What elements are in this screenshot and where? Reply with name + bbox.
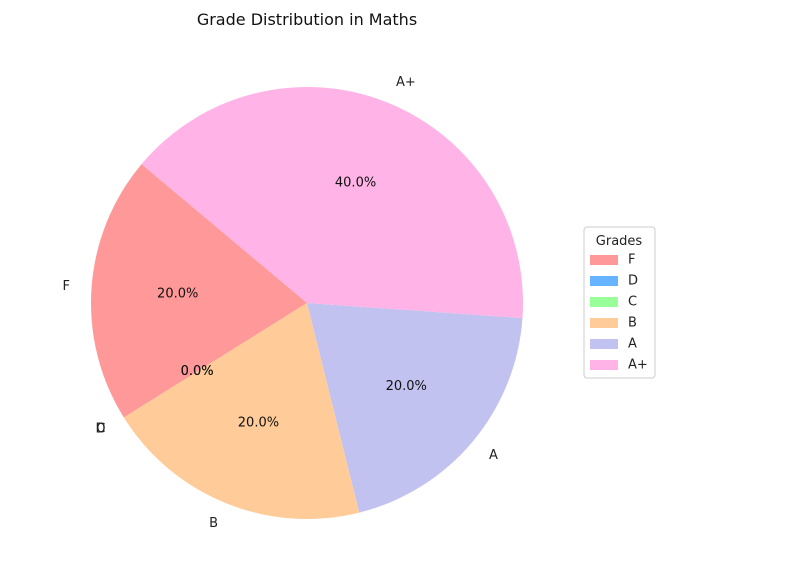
legend-swatch-b [590,318,618,328]
legend-swatch-c [590,297,618,307]
percent-label-c: 0.0% [181,364,214,379]
legend-label-c: C [628,295,637,310]
legend-title: Grades [596,234,643,249]
slice-a-plus [141,86,523,319]
slice-label-c: C [96,421,105,436]
slice-label-f: F [62,279,69,294]
legend-swatch-a-plus [590,360,618,370]
legend-label-d: D [628,274,638,289]
legend-label-a-plus: A+ [628,358,648,373]
percent-label-a: 20.0% [386,379,427,394]
slice-label-a: A [489,448,498,463]
legend-label-a: A [628,337,637,352]
pie-slice-labels: F DC B A A+ [62,75,498,531]
percent-label-a-plus: 40.0% [335,175,376,190]
pie-percent-labels: 20.0%0.0%0.0%20.0%20.0%40.0% [157,175,427,430]
slice-f [91,164,307,418]
percent-label-d: 0.0% [181,364,214,379]
slice-label-d: D [95,421,105,436]
legend-swatch-a [590,339,618,349]
legend-label-f: F [628,253,635,268]
percent-label-f: 20.0% [157,286,198,301]
pie-slices [91,86,523,519]
legend-swatch-f [590,255,618,265]
legend-swatch-d [590,276,618,286]
slice-label-b: B [209,516,218,531]
percent-label-b: 20.0% [238,416,279,431]
slice-label-a-plus: A+ [396,75,416,90]
slice-a [307,303,523,513]
legend-label-b: B [628,316,637,331]
chart-title: Grade Distribution in Maths [197,10,417,29]
slice-b [123,303,360,519]
